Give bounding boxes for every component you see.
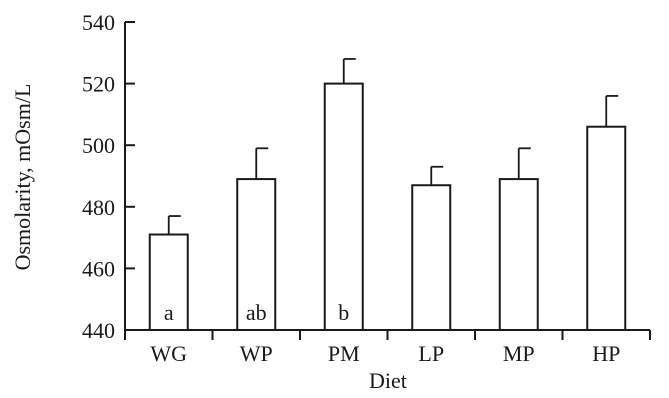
bar-wg [148, 233, 189, 332]
x-tick-label: PM [328, 341, 360, 366]
y-axis: 440 460 480 500 520 540 [82, 10, 135, 343]
bar-wp [236, 178, 277, 331]
bar-significance-label: ab [246, 300, 267, 325]
x-tick-label: MP [503, 341, 535, 366]
y-axis-title: Osmolarity, mOsm/L [10, 84, 35, 271]
y-tick-label: 520 [82, 72, 115, 97]
y-tick-label: 480 [82, 195, 115, 220]
y-tick-label: 540 [82, 10, 115, 35]
y-tick-label: 460 [82, 256, 115, 281]
y-tick-label: 500 [82, 133, 115, 158]
x-tick-label: WP [240, 341, 273, 366]
x-axis-title: Diet [369, 368, 407, 393]
bar-lp [411, 184, 452, 331]
bar-significance-label: b [338, 300, 349, 325]
y-tick-label: 440 [82, 318, 115, 343]
x-tick-label: LP [418, 341, 444, 366]
bar-pm [323, 82, 364, 331]
x-axis: WG WP PM LP MP HP [124, 329, 651, 366]
bar-hp [586, 125, 627, 331]
x-tick-label: HP [592, 341, 620, 366]
x-tick-label: WG [150, 341, 187, 366]
bars: a ab b [148, 58, 627, 332]
bar-mp [498, 178, 539, 331]
bar-significance-label: a [164, 300, 174, 325]
